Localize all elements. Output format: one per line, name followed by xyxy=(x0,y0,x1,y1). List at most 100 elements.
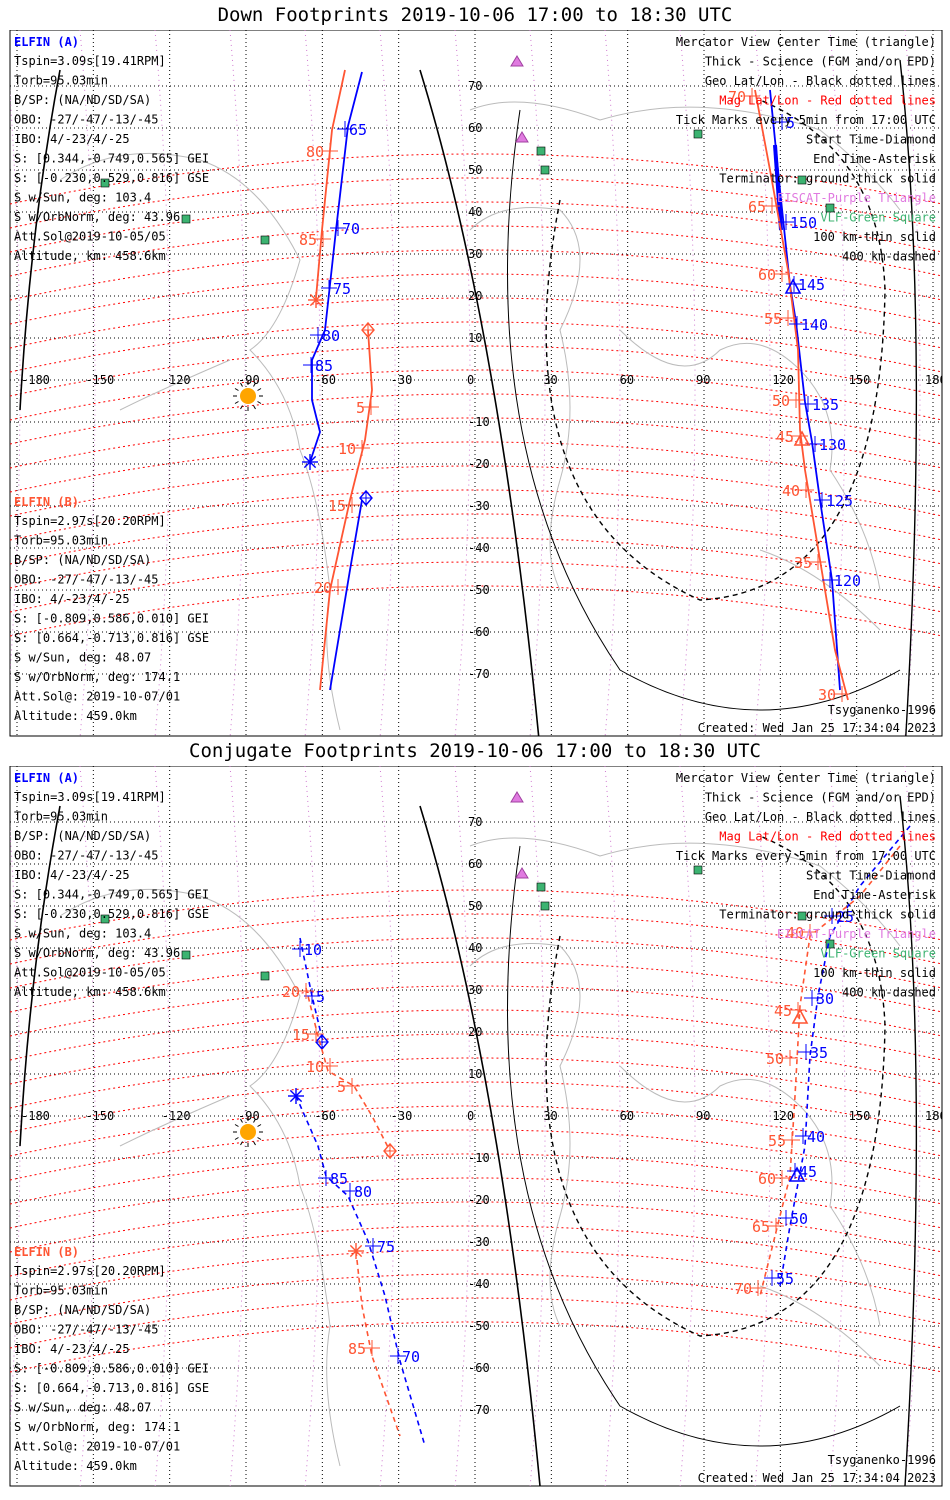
mag-meridian xyxy=(154,30,171,736)
elfin-a-tick-label: 25 xyxy=(836,908,854,926)
legend-entry: Tick Marks every 5min from 17:00 UTC xyxy=(676,849,936,863)
elfin-b-tick-label: 10 xyxy=(306,1058,324,1076)
elfin-a-info-line: Att.Sol@2019-10-05/05 xyxy=(14,966,166,980)
elfin-b-info-line: S w/Sun, deg: 48.07 xyxy=(14,1401,151,1415)
mag-meridian xyxy=(829,766,846,1486)
elfin-a-label: ELFIN (A) xyxy=(14,35,79,49)
mag-parallel xyxy=(10,985,942,1037)
mag-meridian xyxy=(379,766,396,1486)
lat-label: 10 xyxy=(468,331,482,345)
elfin-a-info-line: S: [0.344,-0.749,0.565] GEI xyxy=(14,888,209,902)
sun-ray xyxy=(257,1124,262,1127)
lon-label: 0 xyxy=(467,373,474,387)
vlf-square xyxy=(260,235,270,245)
lon-label: 120 xyxy=(772,373,794,387)
legend-entry: End Time-Asterisk xyxy=(813,152,937,166)
mag-parallel xyxy=(10,201,942,253)
elfin-a-track xyxy=(329,499,363,691)
elfin-b-info-line: S w/OrbNorm, deg: 174.1 xyxy=(14,1420,180,1434)
legend-entry: Terminator: ground-thick solid xyxy=(719,908,936,922)
vlf-square xyxy=(797,911,807,921)
legend-entry: EISCAT-Purple Triangle xyxy=(777,191,936,205)
elfin-b-info-line: IBO: 4/-23/4/-25 xyxy=(14,592,130,606)
sun-ray xyxy=(240,382,243,387)
legend-entry: 400 km-dashed xyxy=(842,986,936,1000)
lon-label: -30 xyxy=(391,1109,413,1123)
elfin-b-info-line: Altitude: 459.0km xyxy=(14,709,137,723)
elfin-a-tick-label: 10 xyxy=(304,941,322,959)
elfin-a-tick-label: 70 xyxy=(402,1348,420,1366)
elfin-a-info-line: Altitude, km: 458.6km xyxy=(14,985,166,999)
sun-icon xyxy=(240,1124,256,1140)
elfin-b-info-line: S: [-0.809,0.586,0.010] GEI xyxy=(14,1362,209,1376)
mag-meridian xyxy=(529,766,546,1486)
mag-parallel xyxy=(10,441,942,493)
mag-parallel xyxy=(10,225,942,277)
elfin-b-info-line: S w/Sun, deg: 48.07 xyxy=(14,651,151,665)
sun-ray xyxy=(253,1118,256,1123)
mag-parallel xyxy=(10,1177,942,1229)
mag-meridian xyxy=(229,766,246,1486)
mag-parallel xyxy=(10,273,942,325)
legend-entry: VLF-Green Square xyxy=(820,211,936,225)
elfin-b-tick-label: 55 xyxy=(768,1132,786,1150)
lon-label: 180 xyxy=(925,373,947,387)
elfin-a-tick-label: 65 xyxy=(349,121,367,139)
lat-label: -20 xyxy=(468,1193,490,1207)
elfin-b-track xyxy=(759,845,901,1297)
elfin-b-info-line: S: [0.664,-0.713,0.816] GSE xyxy=(14,1381,209,1395)
lon-label: 0 xyxy=(467,1109,474,1123)
elfin-b-info-line: OBO: -27/-47/-13/-45 xyxy=(14,1323,159,1337)
sun-ray xyxy=(240,1141,243,1146)
elfin-a-tick-label: 80 xyxy=(322,327,340,345)
elfin-a-tick-label: 80 xyxy=(354,1183,372,1201)
terminator-ground xyxy=(419,69,540,736)
elfin-b-tick-label: 70 xyxy=(734,1280,752,1298)
sun-ray xyxy=(234,1137,239,1140)
coastline xyxy=(59,888,341,1467)
elfin-b-tick-label: 65 xyxy=(752,1218,770,1236)
lat-label: 40 xyxy=(468,941,482,955)
model-label: Tsyganenko-1996 xyxy=(828,703,936,717)
vlf-square xyxy=(693,129,703,139)
elfin-b-center-triangle xyxy=(791,1008,809,1024)
mag-parallel xyxy=(10,489,942,541)
mag-parallel xyxy=(10,249,942,301)
elfin-a-tick-label: 40 xyxy=(807,1128,825,1146)
elfin-b-tick-label: 15 xyxy=(328,497,346,515)
mag-meridian xyxy=(379,30,396,736)
lon-label: 90 xyxy=(696,1109,710,1123)
mag-parallel xyxy=(10,1273,942,1325)
mag-meridian xyxy=(604,30,621,736)
coastline xyxy=(469,943,581,1327)
created-timestamp: Created: Wed Jan 25 17:34:04 2023 xyxy=(698,721,936,735)
lon-label: -90 xyxy=(238,373,260,387)
elfin-b-center-triangle xyxy=(793,430,811,446)
mag-parallel xyxy=(10,961,942,1013)
legend-entry: Terminator: ground-thick solid xyxy=(719,172,936,186)
terminator-400km xyxy=(545,835,886,1337)
elfin-b-tick-label: 50 xyxy=(766,1050,784,1068)
lat-label: 60 xyxy=(468,121,482,135)
lon-label: 150 xyxy=(849,1109,871,1123)
elfin-a-info-line: Tspin=3.09s[19.41RPM] xyxy=(14,54,166,68)
lon-label: -150 xyxy=(85,373,114,387)
elfin-a-tick-label: 85 xyxy=(330,1170,348,1188)
elfin-a-tick-label: 30 xyxy=(816,990,834,1008)
terminator-ground xyxy=(419,805,541,1486)
elfin-a-label: ELFIN (A) xyxy=(14,771,79,785)
map-frame xyxy=(9,766,943,1487)
elfin-b-tick-label: 40 xyxy=(786,924,804,942)
coastline xyxy=(469,101,901,211)
sun-ray xyxy=(234,388,239,391)
elfin-a-tick-label: 145 xyxy=(798,276,825,294)
lat-label: -50 xyxy=(468,583,490,597)
elfin-a-tick-label: 70 xyxy=(342,220,360,238)
lat-label: 70 xyxy=(468,815,482,829)
elfin-b-info-line: B/SP: (NA/ND/SD/SA) xyxy=(14,553,151,567)
sun-ray xyxy=(257,401,262,404)
elfin-a-tick-label: 45 xyxy=(799,1163,817,1181)
elfin-b-tick-label: 30 xyxy=(818,686,836,704)
panel-title-down: Down Footprints 2019-10-06 17:00 to 18:3… xyxy=(217,4,733,26)
mag-parallel xyxy=(10,1201,942,1253)
